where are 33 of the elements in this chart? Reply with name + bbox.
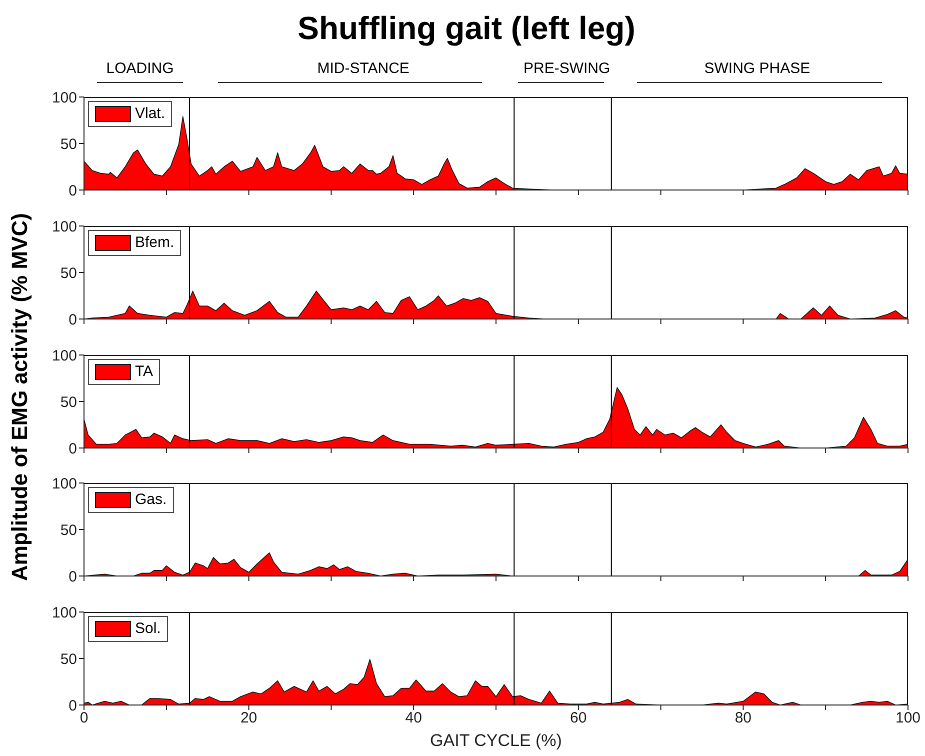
y-tick-label: 100 (52, 346, 77, 364)
y-tick-label: 50 (60, 393, 77, 410)
legend-label: TA (135, 362, 154, 382)
y-tick-label: 0 (68, 697, 77, 714)
y-tick-label: 0 (68, 568, 77, 586)
y-tick-label: 0 (68, 440, 77, 457)
y-tick-label: 50 (60, 264, 77, 282)
legend-label: Gas. (135, 490, 167, 510)
x-tick-label: 0 (80, 710, 88, 727)
x-axis-title: GAIT CYCLE (%) (429, 731, 563, 751)
text: MID-STANCE (316, 60, 410, 77)
y-tick-label: 100 (52, 89, 77, 106)
x-tick-label: 100 (895, 710, 921, 727)
text: LOADING (105, 60, 175, 77)
y-tick-label: 50 (60, 136, 77, 153)
chart-title: Shuffling gait (left leg) (296, 10, 636, 47)
text: SWING PHASE (703, 60, 812, 77)
y-tick-label: 0 (68, 311, 77, 328)
y-tick-label: 100 (52, 476, 77, 493)
legend-label: Bfem. (135, 232, 174, 253)
y-tick-label: 100 (52, 604, 77, 622)
x-tick-label: 80 (734, 710, 752, 727)
y-axis-title: Amplitude of EMG activity (% MVC) (6, 212, 33, 583)
x-tick-label: 20 (240, 710, 258, 727)
text: PRE-SWING (522, 60, 612, 77)
x-tick-label: 40 (405, 710, 422, 727)
y-tick-label: 0 (68, 182, 77, 200)
x-tick-label: 60 (570, 710, 587, 727)
y-tick-label: 50 (60, 650, 77, 668)
y-tick-label: 50 (60, 522, 77, 540)
legend-label: Vlat. (135, 104, 166, 124)
y-tick-label: 100 (52, 218, 77, 236)
legend-label: Sol. (135, 619, 161, 639)
